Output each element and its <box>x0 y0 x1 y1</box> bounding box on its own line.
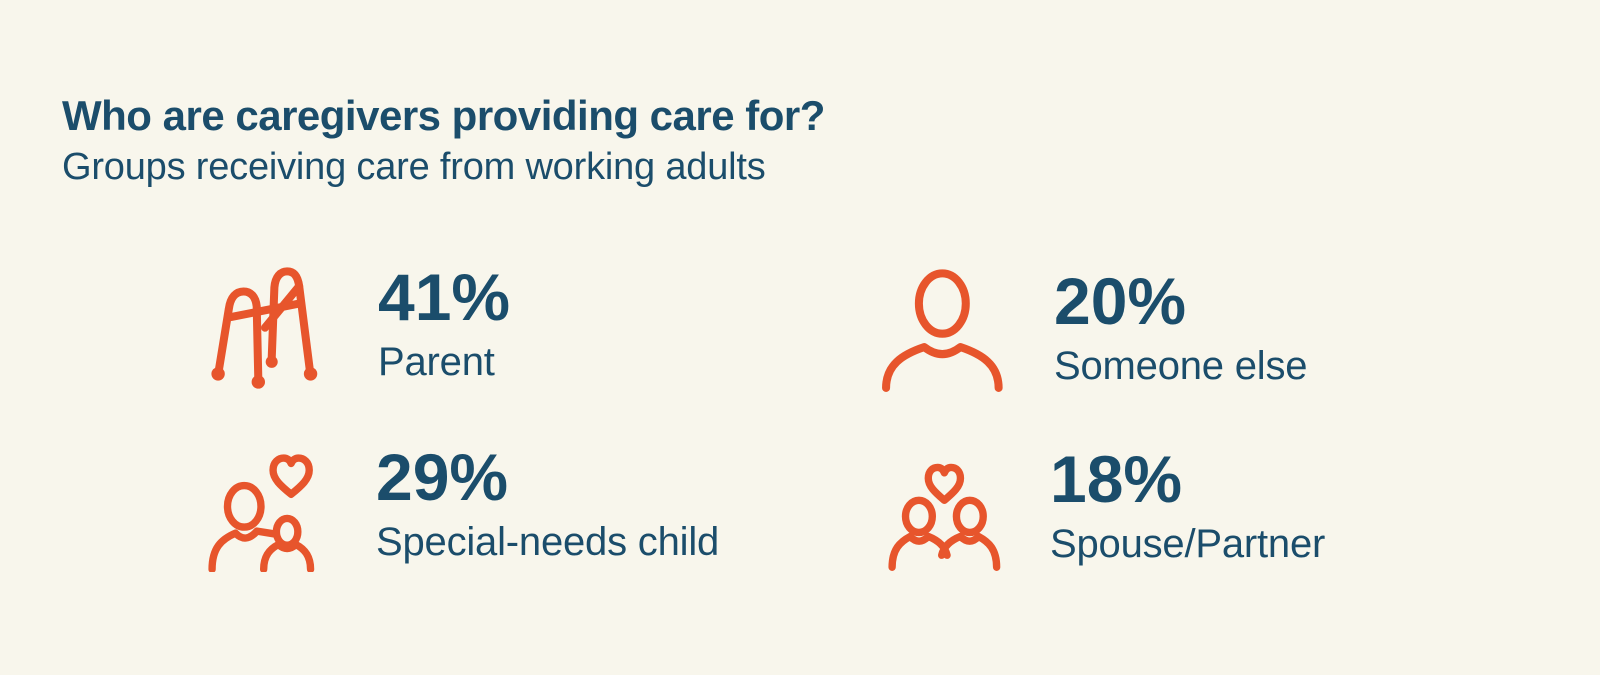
stat-value: 18% <box>1050 442 1183 516</box>
stat-label: Spouse/Partner <box>1050 522 1326 566</box>
stat-item-special-needs-child: 29% Special-needs child <box>196 438 719 572</box>
stat-item-someone-else: 20% Someone else <box>874 262 1308 396</box>
stat-item-parent: 41% Parent <box>198 258 510 392</box>
page-title: Who are caregivers providing care for? <box>62 92 825 140</box>
stat-value: 41% <box>378 260 511 334</box>
stat-label: Parent <box>378 340 495 384</box>
stat-value: 20% <box>1054 264 1187 338</box>
page-subtitle: Groups receiving care from working adult… <box>62 146 766 188</box>
stat-label: Someone else <box>1054 344 1308 388</box>
adult-child-heart-icon <box>196 438 330 572</box>
stat-label: Special-needs child <box>376 520 720 564</box>
walker-icon <box>198 258 332 392</box>
stat-value: 29% <box>376 440 509 514</box>
person-icon <box>874 262 1008 396</box>
stat-item-spouse-partner: 18% Spouse/Partner <box>870 440 1325 574</box>
couple-heart-icon <box>870 440 1004 574</box>
